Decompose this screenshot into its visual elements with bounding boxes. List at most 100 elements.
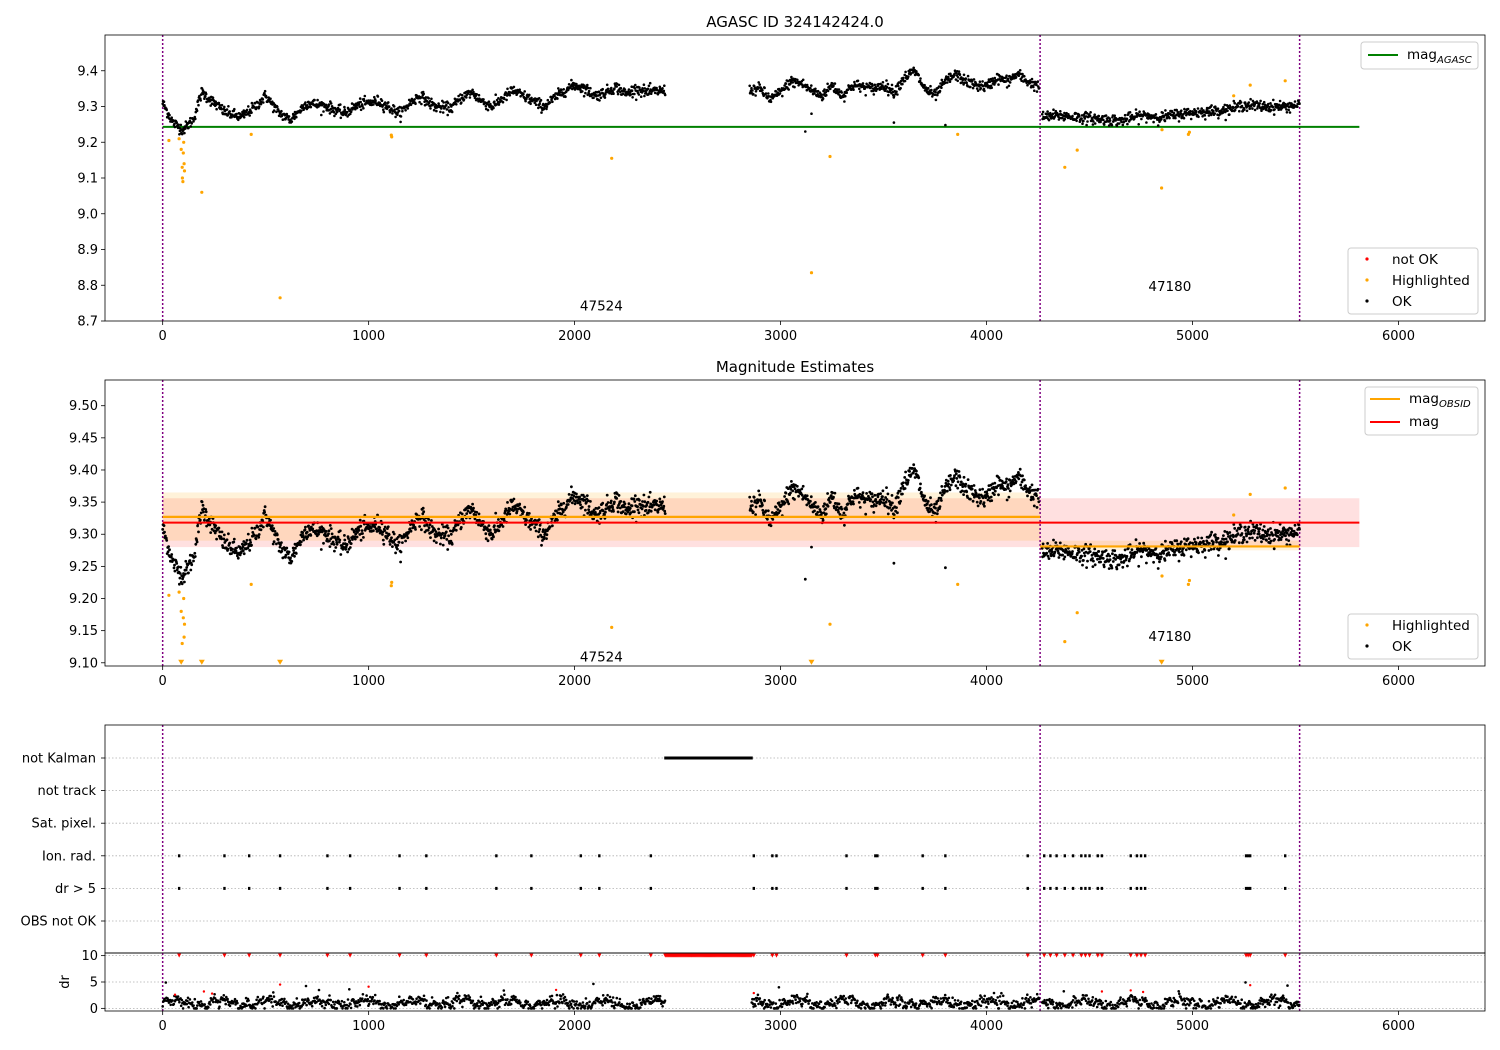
ok-point (898, 489, 902, 493)
highlighted-point (390, 135, 394, 139)
ok-point (633, 510, 636, 514)
ok-point (801, 484, 805, 488)
ok-point (536, 535, 540, 539)
ok-point (1107, 567, 1111, 570)
ok-point (845, 91, 848, 94)
ok-point (613, 500, 616, 504)
ok-point (958, 475, 962, 479)
highlighted-point (182, 635, 186, 639)
ok-point (432, 108, 436, 112)
ok-point (1223, 103, 1227, 107)
ok-point (826, 492, 829, 495)
ok-point (1097, 550, 1101, 553)
ok-point (492, 535, 495, 539)
dr-gt-5-marker (1129, 886, 1132, 890)
ok-point (290, 120, 294, 123)
ok-point (906, 479, 910, 482)
ok-point (432, 539, 436, 543)
ok-point (392, 105, 396, 108)
ok-point (430, 97, 433, 101)
ok-point (897, 84, 900, 88)
ok-point (529, 528, 532, 531)
ok-point (1071, 550, 1074, 553)
ok-point (447, 534, 450, 538)
ok-point (605, 83, 609, 87)
ok-point (751, 510, 755, 514)
ok-point (1117, 122, 1121, 125)
ok-point (324, 530, 328, 533)
ok-point (388, 543, 392, 546)
ion-rad-marker (278, 854, 282, 858)
ok-point (359, 524, 363, 528)
ok-point (648, 81, 652, 85)
ok-point (545, 537, 548, 540)
ok-point (167, 545, 171, 548)
ok-point (623, 502, 627, 506)
ion-rad-marker (1063, 854, 1067, 858)
ok-point (1209, 533, 1213, 537)
ok-point (1186, 537, 1190, 541)
ok-point (307, 524, 310, 528)
ok-point (420, 102, 423, 106)
ok-point (1272, 113, 1276, 116)
ok-point (1035, 494, 1038, 497)
ok-point (793, 85, 796, 89)
ok-point (1172, 111, 1176, 115)
ok-point (330, 532, 334, 536)
ok-point (362, 107, 365, 110)
ok-point (997, 493, 1000, 497)
ok-point (1267, 537, 1271, 540)
ok-point (1021, 474, 1024, 478)
ion-rad-marker (425, 854, 428, 858)
ok-point (969, 497, 972, 501)
ok-point (761, 503, 764, 507)
dr-point (164, 981, 168, 984)
ok-point (472, 506, 475, 510)
ok-point (653, 91, 657, 95)
highlighted-point (1075, 611, 1079, 615)
ok-point (565, 505, 568, 509)
ion-rad-marker (1043, 854, 1046, 858)
dr-gt-5-marker (921, 886, 924, 890)
ok-point (954, 472, 958, 476)
ok-point (1220, 541, 1223, 544)
ok-point (409, 103, 413, 107)
ok-point (497, 97, 500, 100)
ok-point (890, 494, 894, 497)
ok-point (640, 507, 644, 511)
ok-point (957, 70, 961, 73)
ok-point (1272, 98, 1275, 102)
ok-point (1271, 105, 1275, 109)
ok-point (791, 81, 794, 84)
ok-point (196, 99, 200, 102)
ok-point (227, 105, 230, 108)
ok-point (179, 123, 183, 127)
ok-point (1077, 547, 1081, 551)
flags-plot-area (105, 725, 1485, 953)
ok-point (1224, 537, 1228, 541)
ok-point (348, 539, 352, 542)
ok-point (814, 501, 817, 504)
ok-point (422, 510, 426, 514)
ok-point (1177, 559, 1181, 563)
ok-point (871, 495, 874, 499)
highlighted-point (200, 190, 204, 194)
ok-point (949, 474, 952, 477)
ok-point (801, 78, 805, 82)
ok-point (1006, 483, 1010, 486)
ok-point (383, 103, 387, 106)
ok-point (778, 92, 782, 95)
dr-gt-5-marker (1248, 886, 1252, 890)
ok-point (1174, 553, 1177, 557)
ok-point (1156, 567, 1160, 570)
dr-gt-5-marker (278, 886, 282, 890)
ok-point (372, 103, 375, 106)
ok-point (1213, 112, 1217, 115)
ok-point (790, 75, 793, 79)
ok-point (421, 506, 425, 510)
ok-point (598, 99, 601, 102)
ok-point (1063, 555, 1067, 559)
ok-point (1247, 101, 1251, 104)
ok-point (637, 511, 641, 515)
